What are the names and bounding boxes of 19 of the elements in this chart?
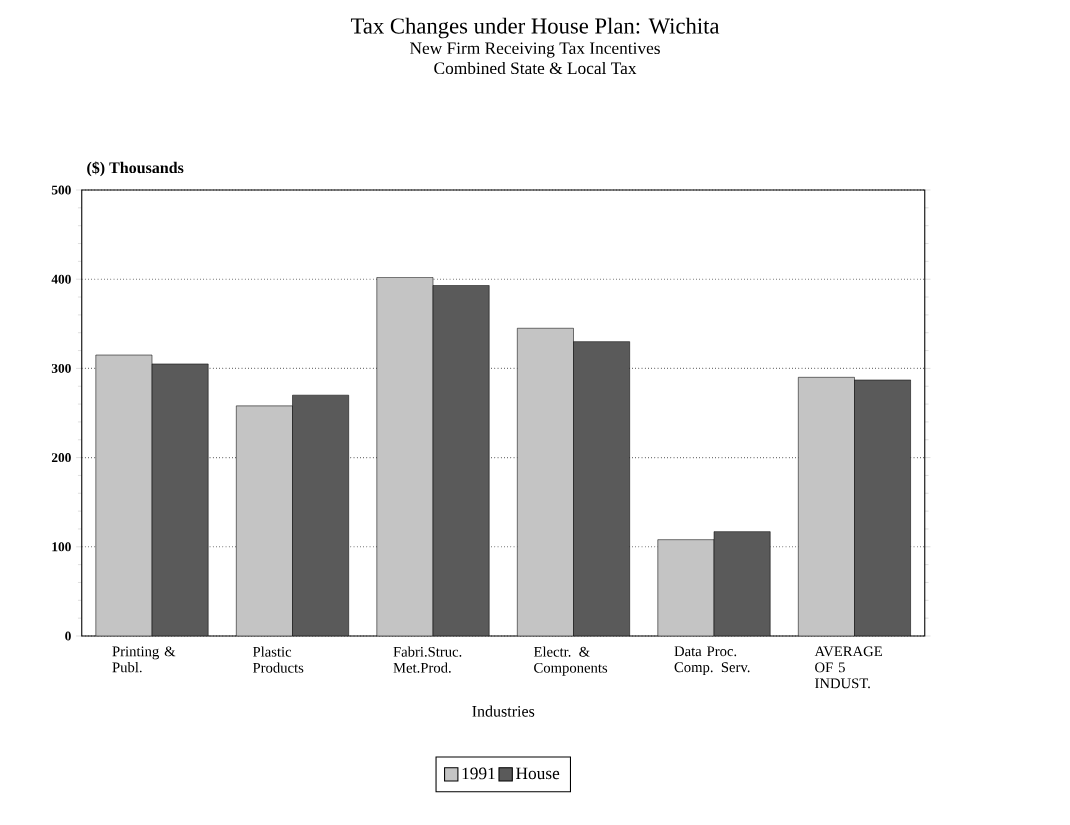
x-tick-label: Data Proc. Comp. Serv.	[674, 646, 750, 676]
text: Combined State & Local Tax	[434, 61, 637, 75]
x-tick-label: Printing & Publ.	[112, 646, 176, 673]
x-tick-label: Electr. & Components	[533, 646, 608, 676]
x-tick-label: AVERAGE OF 5 INDUST.	[814, 646, 882, 689]
y-tick-label: 100	[52, 542, 71, 552]
legend-label: 1991	[462, 767, 495, 780]
y-tick-label: 500	[51, 185, 71, 195]
x-axis-title: Industries	[472, 705, 535, 717]
x-tick-label: Fabri.Struc. Met.Prod.	[393, 646, 462, 673]
chart-subtitle: New Firm Receiving Tax Incentives	[410, 42, 660, 58]
y-tick-label: 200	[51, 453, 71, 463]
y-axis-title: ($) Thousands	[87, 161, 184, 177]
legend-label: House	[516, 767, 560, 780]
chart-title: Tax Changes under House Plan: Wichita	[350, 17, 720, 39]
y-tick-label: 400	[51, 274, 71, 284]
y-tick-label: 300	[51, 363, 71, 373]
y-tick-label: 0	[65, 631, 71, 641]
x-tick-label: Plastic Products	[252, 646, 304, 673]
